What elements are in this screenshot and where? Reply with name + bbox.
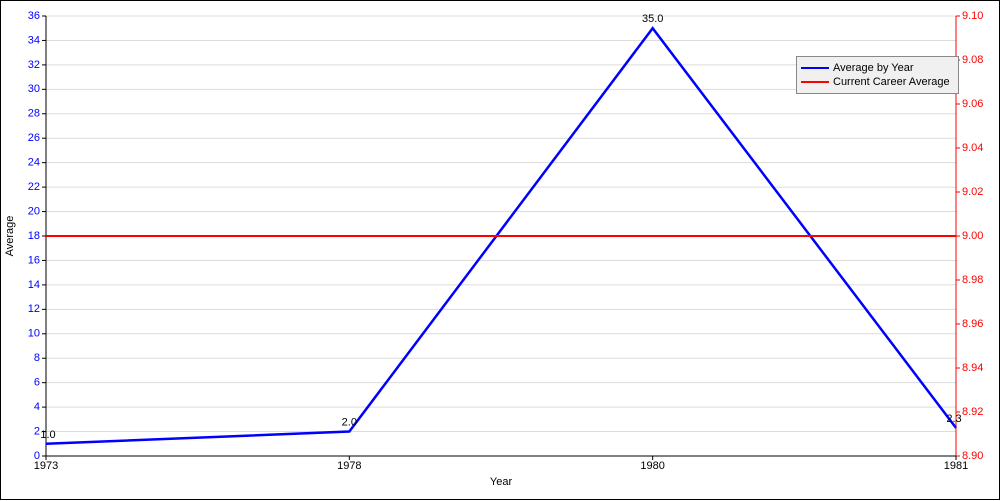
svg-text:9.08: 9.08 <box>962 54 983 66</box>
svg-text:2: 2 <box>34 425 40 437</box>
legend-label-1: Average by Year <box>833 61 914 75</box>
legend-swatch-1 <box>801 67 829 69</box>
svg-text:8.96: 8.96 <box>962 318 983 330</box>
svg-text:6: 6 <box>34 377 40 389</box>
svg-text:9.02: 9.02 <box>962 186 983 198</box>
svg-text:16: 16 <box>28 254 40 266</box>
svg-text:Year: Year <box>490 476 513 488</box>
svg-text:1981: 1981 <box>944 460 968 472</box>
legend: Average by Year Current Career Average <box>796 56 959 94</box>
svg-text:20: 20 <box>28 205 40 217</box>
legend-swatch-2 <box>801 81 829 83</box>
svg-text:12: 12 <box>28 303 40 315</box>
chart-container: 0246810121416182022242628303234368.908.9… <box>0 0 1000 500</box>
svg-text:1973: 1973 <box>34 460 58 472</box>
svg-text:8.94: 8.94 <box>962 362 983 374</box>
svg-text:4: 4 <box>34 401 40 413</box>
svg-text:9.06: 9.06 <box>962 98 983 110</box>
svg-text:1.0: 1.0 <box>40 429 55 441</box>
legend-item-2: Current Career Average <box>801 75 950 89</box>
svg-text:26: 26 <box>28 132 40 144</box>
svg-text:28: 28 <box>28 108 40 120</box>
svg-text:8.98: 8.98 <box>962 274 983 286</box>
svg-text:9.00: 9.00 <box>962 230 983 242</box>
svg-text:18: 18 <box>28 230 40 242</box>
legend-item-1: Average by Year <box>801 61 950 75</box>
svg-text:35.0: 35.0 <box>642 13 663 25</box>
svg-text:10: 10 <box>28 328 40 340</box>
svg-text:14: 14 <box>28 279 40 291</box>
svg-text:24: 24 <box>28 157 40 169</box>
svg-text:22: 22 <box>28 181 40 193</box>
legend-label-2: Current Career Average <box>833 75 950 89</box>
svg-text:1980: 1980 <box>640 460 664 472</box>
svg-text:36: 36 <box>28 10 40 22</box>
svg-text:Average: Average <box>4 216 16 257</box>
svg-text:2.3: 2.3 <box>946 413 961 425</box>
svg-text:9.04: 9.04 <box>962 142 983 154</box>
svg-text:32: 32 <box>28 59 40 71</box>
svg-text:9.10: 9.10 <box>962 10 983 22</box>
svg-text:8.92: 8.92 <box>962 406 983 418</box>
svg-text:1978: 1978 <box>337 460 361 472</box>
svg-text:34: 34 <box>28 34 40 46</box>
svg-text:2.0: 2.0 <box>342 417 357 429</box>
svg-text:8: 8 <box>34 352 40 364</box>
svg-text:30: 30 <box>28 83 40 95</box>
